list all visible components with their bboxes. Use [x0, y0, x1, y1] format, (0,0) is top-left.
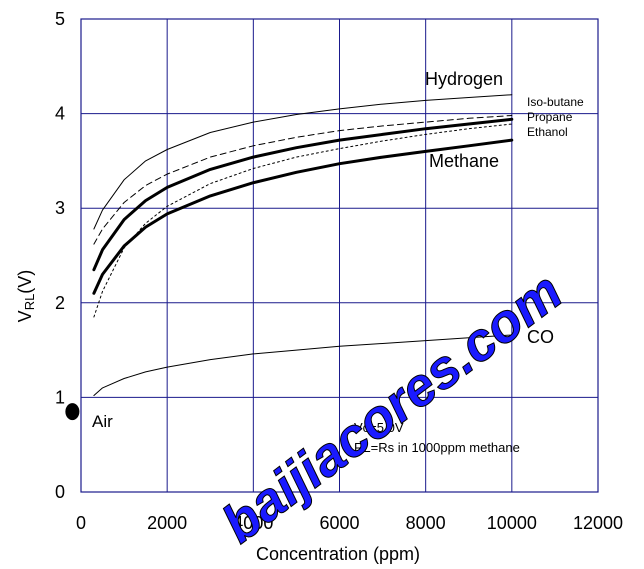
- air-label: Air: [92, 412, 113, 431]
- x-axis-label: Concentration (ppm): [256, 544, 420, 564]
- label-layer: 0 2000 4000 6000 8000 10000 12000 0 1 2 3 4 5 Hydroge…: [55, 9, 623, 533]
- series-hydrogen-line: [93, 94, 513, 230]
- y-tick-label: 4: [55, 104, 65, 124]
- x-tick-label: 10000: [487, 513, 537, 533]
- series-iso-butane-line: [93, 115, 513, 245]
- y-axis-label: VRL(V): [15, 270, 37, 323]
- y-tick-label: 1: [55, 387, 65, 407]
- series-label-co: CO: [527, 327, 554, 347]
- grid-lines: [80, 18, 599, 493]
- series-co-line: [93, 334, 513, 396]
- series-layer: [65, 94, 514, 421]
- y-axis-label-sub: RL: [22, 294, 37, 311]
- series-label-hydrogen: Hydrogen: [425, 69, 503, 89]
- x-tick-label: 0: [76, 513, 86, 533]
- x-tick-label: 8000: [406, 513, 446, 533]
- y-tick-label: 2: [55, 293, 65, 313]
- series-label-propane: Propane: [527, 110, 573, 124]
- series-propane-line: [92, 117, 514, 272]
- watermark: baijiacores.com: [211, 261, 573, 555]
- series-methane-line: [92, 138, 514, 295]
- x-tick-label: 12000: [573, 513, 623, 533]
- air-point: [65, 403, 80, 421]
- y-tick-label: 3: [55, 198, 65, 218]
- y-tick-label: 0: [55, 482, 65, 502]
- series-label-methane: Methane: [429, 151, 499, 171]
- y-tick-label: 5: [55, 9, 65, 29]
- series-label-iso-butane: Iso-butane: [527, 95, 584, 109]
- y-axis-label-suffix: (V): [15, 270, 35, 294]
- x-tick-label: 6000: [319, 513, 359, 533]
- condition-rl: RL=Rs in 1000ppm methane: [354, 440, 520, 455]
- x-tick-label: 4000: [233, 513, 273, 533]
- series-label-ethanol: Ethanol: [527, 125, 568, 139]
- x-tick-label: 2000: [147, 513, 187, 533]
- condition-vc: Vc=5.0V: [354, 420, 404, 435]
- y-axis-label-main: V: [15, 310, 35, 322]
